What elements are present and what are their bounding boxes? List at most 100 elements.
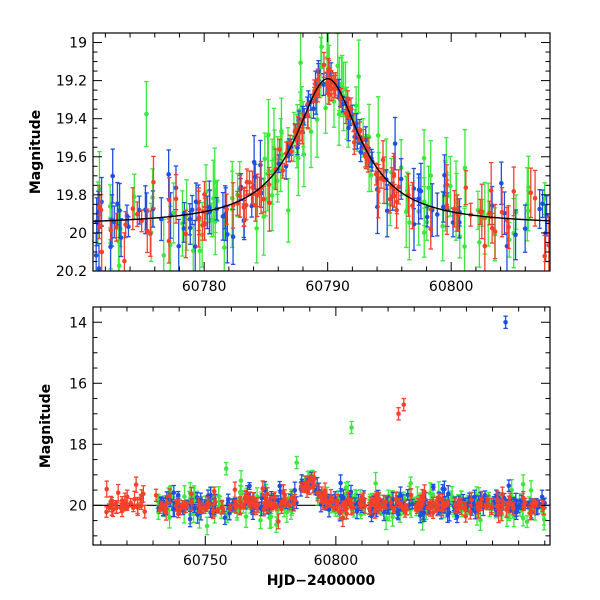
data-point-blue <box>189 194 195 225</box>
outlier-point-green <box>223 461 229 476</box>
data-point-red <box>324 494 330 509</box>
top-frame <box>92 32 551 272</box>
y-tick-label: 20 <box>69 226 87 242</box>
bottom-frame <box>92 306 551 546</box>
data-point-red <box>360 494 365 502</box>
data-point-red <box>546 216 550 271</box>
outlier-point-green <box>294 455 299 470</box>
y-tick-label: 20.2 <box>56 264 87 280</box>
data-point-red <box>128 497 133 508</box>
data-point-green <box>144 80 149 148</box>
data-point-red <box>510 501 516 516</box>
y-tick-label: 19 <box>69 36 87 52</box>
data-point-red <box>532 169 538 227</box>
data-point-red <box>243 489 248 504</box>
data-point-red <box>441 502 446 509</box>
data-point-red <box>499 186 505 238</box>
data-point-red <box>528 167 534 219</box>
data-point-blue <box>537 188 542 229</box>
bottom-plot-area <box>93 315 550 536</box>
data-point-red <box>237 174 243 218</box>
data-point-green <box>266 98 271 171</box>
data-point-red <box>235 190 240 216</box>
data-point-red <box>489 502 494 514</box>
data-point-red <box>276 513 281 530</box>
data-point-red <box>133 476 139 493</box>
data-point-red <box>321 51 327 79</box>
data-point-green <box>356 39 361 114</box>
data-point-red <box>220 505 226 513</box>
outlier-point-blue <box>503 315 508 330</box>
data-point-blue <box>506 479 512 493</box>
data-point-red <box>159 500 164 508</box>
data-point-blue <box>424 206 430 228</box>
data-point-red <box>334 493 340 510</box>
data-point-blue <box>171 484 177 501</box>
data-point-red <box>104 480 110 498</box>
data-point-red <box>306 476 311 488</box>
data-point-red <box>278 499 284 509</box>
data-point-red <box>166 218 172 264</box>
top-axes-ticks: 60780 60790 60800 19 19.2 19.4 19.6 19.8 20 20.2 <box>56 32 551 295</box>
data-point-green <box>520 474 526 495</box>
y-tick-label: 19.8 <box>56 188 87 204</box>
data-point-blue <box>405 488 411 501</box>
data-point-red <box>247 170 252 195</box>
data-point-blue <box>277 480 283 492</box>
data-point-blue <box>118 218 124 258</box>
data-point-green <box>204 516 210 536</box>
data-point-red <box>376 501 382 515</box>
data-point-red <box>270 502 276 510</box>
data-point-red <box>174 499 179 512</box>
data-point-blue <box>442 154 447 197</box>
x-tick-label: 60780 <box>182 279 227 295</box>
data-point-red <box>328 495 334 502</box>
data-point-green <box>477 216 482 268</box>
data-point-red <box>506 495 512 514</box>
x-tick-label: 60800 <box>314 553 359 569</box>
data-point-red <box>445 499 450 507</box>
data-point-red <box>469 492 474 508</box>
data-point-red <box>422 484 427 500</box>
bottom-panel: 60750 60800 14 16 18 20 Magnitude HJD−2400000 <box>38 306 551 589</box>
data-point-red <box>189 486 194 501</box>
data-point-red <box>408 488 414 503</box>
data-point-red <box>444 164 450 206</box>
data-point-red <box>521 503 527 511</box>
data-point-red <box>485 494 490 505</box>
data-point-red <box>167 177 172 223</box>
data-point-red <box>346 492 351 505</box>
data-point-red <box>329 76 335 101</box>
data-point-red <box>351 129 357 156</box>
data-point-blue <box>187 510 193 528</box>
data-point-red <box>291 496 297 512</box>
data-point-blue <box>499 161 504 206</box>
data-point-red <box>400 505 406 513</box>
data-point-red <box>372 493 378 507</box>
y-tick-label: 19.6 <box>56 150 87 166</box>
data-point-blue <box>392 116 398 171</box>
top-panel: 60780 60790 608001919.219.419.619.82020.2 … <box>28 32 551 295</box>
data-point-blue <box>522 204 528 253</box>
data-point-blue <box>192 219 198 271</box>
data-point-red <box>506 205 511 250</box>
data-point-red <box>494 490 500 509</box>
data-point-red <box>387 184 393 214</box>
data-point-red <box>139 209 144 233</box>
data-point-red <box>115 483 121 502</box>
data-point-red <box>114 212 119 242</box>
data-point-green <box>462 207 467 271</box>
data-point-red <box>476 501 481 519</box>
data-point-red <box>135 496 140 515</box>
outlier-point-green <box>349 420 354 435</box>
data-point-red <box>260 480 266 497</box>
data-point-red <box>318 490 324 504</box>
data-point-green <box>375 96 381 175</box>
data-point-blue <box>96 242 102 271</box>
data-point-red <box>359 501 365 510</box>
model-curve <box>93 78 550 222</box>
data-point-blue <box>187 203 193 236</box>
data-point-red <box>202 180 207 209</box>
data-point-green <box>475 190 481 230</box>
